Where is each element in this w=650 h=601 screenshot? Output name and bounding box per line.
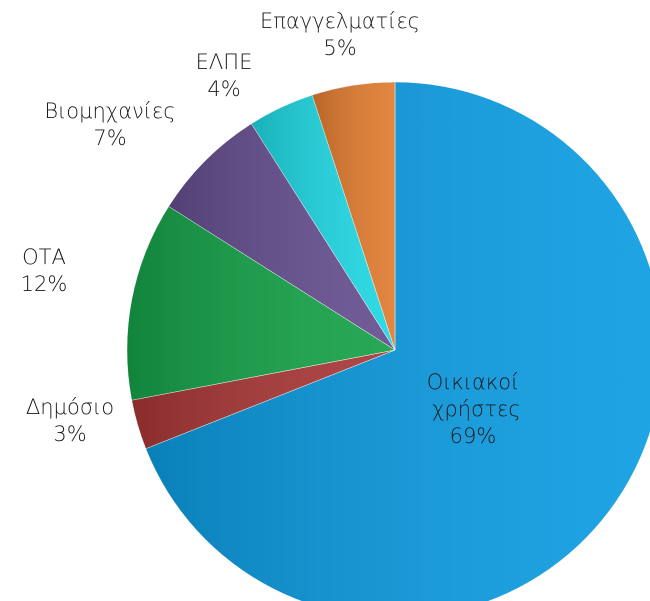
slice-shade xyxy=(168,123,395,350)
slice-label: Δημόσιο xyxy=(26,395,114,419)
slice-label: Επαγγελματίες xyxy=(260,9,420,33)
slice-value-label: 4% xyxy=(207,77,240,101)
slice-value-label: 3% xyxy=(53,422,86,446)
slice-label: ΟΤΑ xyxy=(22,245,66,269)
slice-shade xyxy=(251,95,395,350)
slice-value-label: 69% xyxy=(450,424,497,448)
slice-label: Βιομηχανίες xyxy=(44,99,175,123)
slice-label: Οικιακοί χρήστες xyxy=(425,370,520,421)
slice-label: ΕΛΠΕ xyxy=(196,50,253,74)
slice-shade xyxy=(131,350,395,449)
slice-shade xyxy=(312,82,395,350)
slice-value-label: 5% xyxy=(323,36,356,60)
slice-value-label: 12% xyxy=(21,272,68,296)
slice-value-label: 7% xyxy=(93,126,126,150)
slice-shade xyxy=(145,82,650,601)
slice-shade xyxy=(127,206,396,401)
